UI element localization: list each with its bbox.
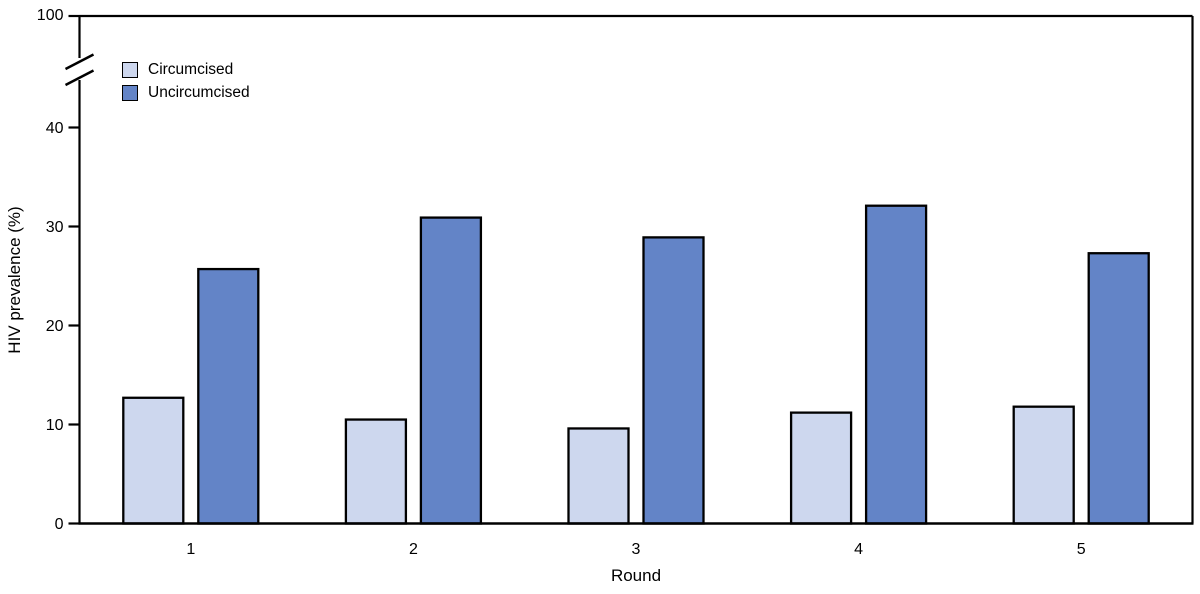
axis-break-slash (64, 69, 95, 87)
y-tick-label: 100 (37, 7, 64, 24)
bar-uncircumcised-round-4 (864, 204, 928, 525)
axis-ticks (68, 14, 80, 525)
legend-label-uncircumcised: Uncircumcised (148, 83, 250, 101)
legend-row-uncircumcised: Uncircumcised (122, 84, 250, 103)
x-tick-label: 4 (854, 541, 863, 558)
x-tick-label: 1 (186, 541, 195, 558)
y-tick-label: 10 (46, 417, 64, 434)
bar-circumcised-round-5 (1012, 405, 1075, 525)
legend-swatch-circumcised (122, 62, 138, 79)
y-tick-label: 30 (46, 219, 64, 236)
bar-uncircumcised-round-1 (197, 267, 260, 525)
bar-circumcised-round-4 (789, 411, 853, 525)
x-tick-label: 5 (1077, 541, 1086, 558)
bar-circumcised-round-2 (344, 418, 408, 525)
bars-layer (122, 204, 1150, 525)
y-tick-label: 20 (46, 318, 64, 335)
legend: Circumcised Uncircumcised (122, 61, 250, 102)
y-axis-title: HIV prevalence (%) (5, 206, 24, 353)
axis-break-slash (64, 53, 95, 71)
bar-uncircumcised-round-2 (419, 216, 483, 525)
legend-row-circumcised: Circumcised (122, 61, 250, 80)
y-tick-label: 0 (55, 516, 64, 533)
bar-circumcised-round-3 (567, 427, 630, 525)
y-tick-label: 40 (46, 120, 64, 137)
x-tick-label: 2 (409, 541, 418, 558)
plot-frame (64, 14, 1194, 525)
x-axis-title: Round (611, 566, 661, 585)
x-tick-label: 3 (632, 541, 641, 558)
bar-circumcised-round-1 (122, 396, 185, 525)
bar-uncircumcised-round-5 (1087, 252, 1150, 525)
bar-uncircumcised-round-3 (642, 236, 705, 525)
legend-label-circumcised: Circumcised (148, 61, 234, 78)
legend-swatch-uncircumcised (122, 84, 138, 101)
axis-tick-labels: 0 10 20 30 40 100 1 2 3 4 5 (37, 7, 1086, 558)
